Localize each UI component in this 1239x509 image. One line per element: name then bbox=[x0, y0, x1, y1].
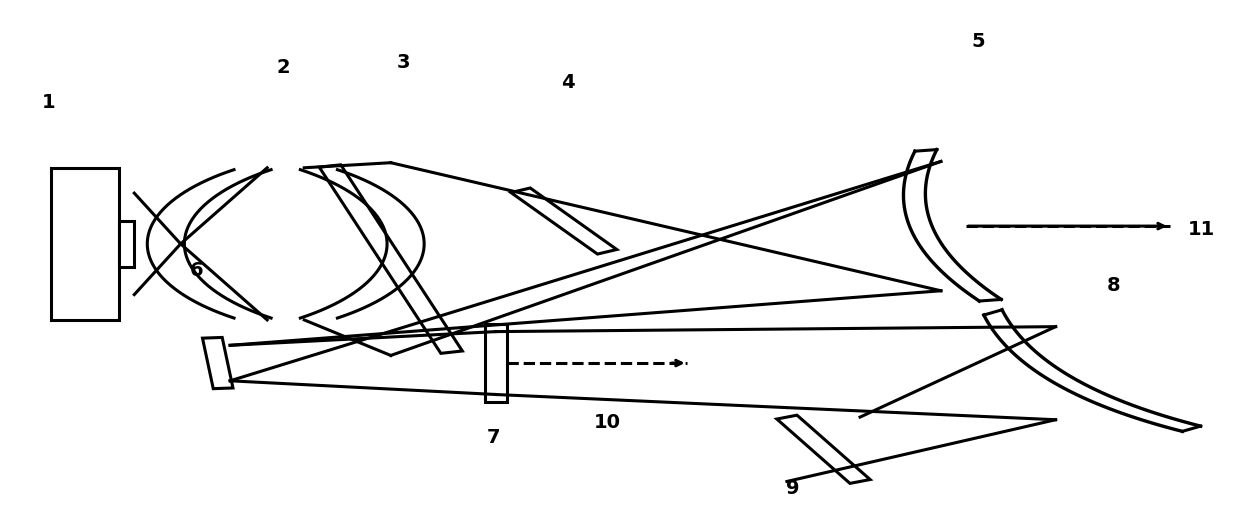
Text: 1: 1 bbox=[42, 93, 56, 112]
Text: 9: 9 bbox=[786, 478, 799, 497]
Text: 3: 3 bbox=[396, 52, 410, 72]
Text: 11: 11 bbox=[1188, 220, 1215, 239]
Text: 7: 7 bbox=[487, 427, 501, 446]
Text: 8: 8 bbox=[1108, 275, 1121, 294]
Bar bbox=[52, 168, 119, 320]
Text: 6: 6 bbox=[190, 260, 203, 279]
Bar bbox=[119, 221, 134, 267]
Text: 5: 5 bbox=[971, 33, 985, 51]
Text: 2: 2 bbox=[276, 58, 290, 77]
Text: 4: 4 bbox=[561, 73, 575, 92]
Text: 10: 10 bbox=[593, 412, 621, 431]
